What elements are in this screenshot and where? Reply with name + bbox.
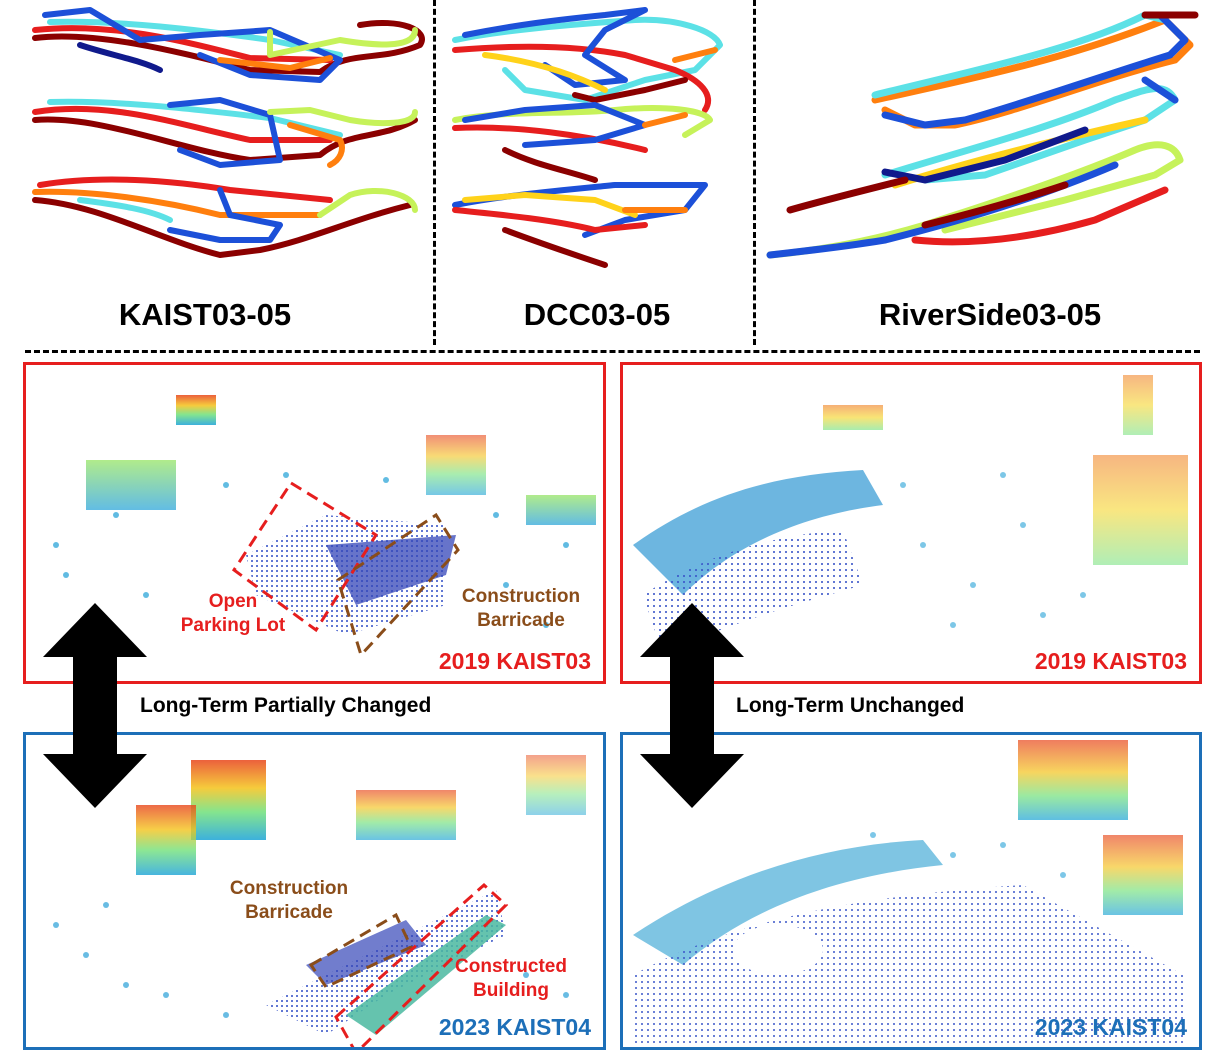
divider-dashed-vertical-2 bbox=[753, 0, 756, 345]
panel-caption: 2019 KAIST03 bbox=[438, 648, 591, 674]
panel-caption: 2023 KAIST04 bbox=[438, 1014, 591, 1040]
panel-2023-kaist04-unchanged: 2023 KAIST04 bbox=[620, 732, 1202, 1050]
annotation-constructed-building: Constructed Building bbox=[451, 955, 571, 1003]
dataset-label-kaist: KAIST03-05 bbox=[118, 297, 292, 332]
panel-caption: 2019 KAIST03 bbox=[1034, 648, 1187, 674]
annotation-line: Building bbox=[473, 980, 549, 1001]
panel-2023-kaist04-changed: Construction Barricade Constructed Build… bbox=[23, 732, 606, 1050]
comparison-label-partially-changed: Long-Term Partially Changed bbox=[140, 694, 432, 717]
double-arrow-icon bbox=[640, 603, 744, 808]
point-cloud-2023-left bbox=[53, 755, 586, 1047]
comparison-label-unchanged: Long-Term Unchanged bbox=[736, 694, 965, 717]
annotation-line: Barricade bbox=[245, 902, 333, 923]
divider-dashed-vertical-1 bbox=[433, 0, 436, 345]
dcc-trajectory-plot bbox=[452, 7, 723, 268]
annotation-line: Open bbox=[208, 591, 258, 612]
annotation-line: Constructed bbox=[455, 956, 567, 977]
annotation-construction-barricade-2019: Construction Barricade bbox=[446, 585, 596, 633]
annotation-line: Construction bbox=[461, 586, 581, 607]
point-cloud-2023-right bbox=[633, 740, 1183, 1045]
annotation-line: Parking Lot bbox=[180, 615, 286, 636]
kaist-trajectory-plot bbox=[32, 7, 425, 258]
riverside-trajectory-plot bbox=[766, 11, 1199, 259]
point-cloud-2019-left bbox=[53, 395, 596, 658]
annotation-line: Construction bbox=[229, 878, 349, 899]
dataset-label-riverside: RiverSide03-05 bbox=[878, 297, 1102, 332]
annotation-open-parking-lot: Open Parking Lot bbox=[178, 590, 288, 638]
panel-caption: 2023 KAIST04 bbox=[1034, 1014, 1187, 1040]
annotation-line: Barricade bbox=[477, 610, 565, 631]
annotation-construction-barricade-2023: Construction Barricade bbox=[214, 877, 364, 925]
double-arrow-icon bbox=[43, 603, 147, 808]
divider-dashed-horizontal bbox=[25, 350, 1200, 353]
dataset-label-dcc: DCC03-05 bbox=[523, 297, 671, 332]
